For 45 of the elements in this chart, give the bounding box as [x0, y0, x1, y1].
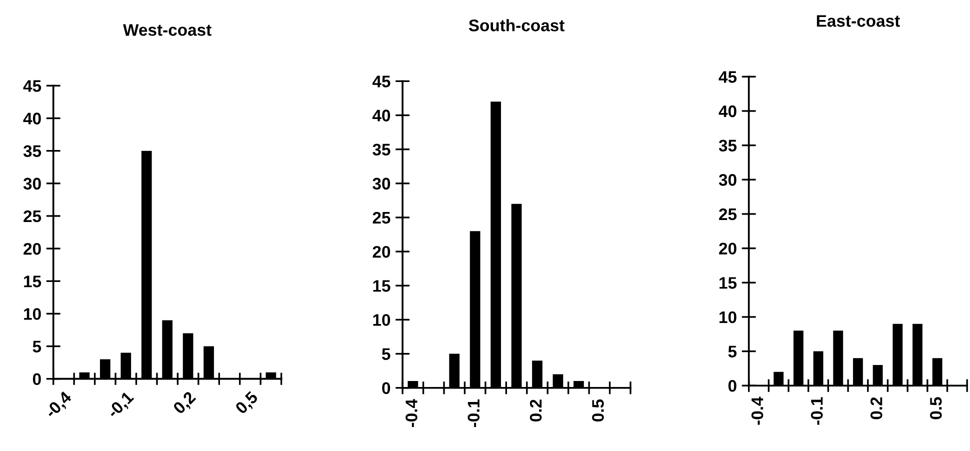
- x-tick-label: -0.4: [406, 399, 418, 428]
- x-tick-label: 0,2: [172, 390, 198, 416]
- y-tick-label: 45: [718, 71, 737, 83]
- y-tick-label: 45: [372, 76, 390, 88]
- y-tick-label: 0: [32, 373, 41, 386]
- x-tick-label: -0,1: [106, 390, 136, 420]
- x-tick-label: 0,5: [234, 390, 260, 416]
- x-tick-label: -0.1: [810, 397, 823, 425]
- y-tick-label: 0: [728, 380, 736, 392]
- y-tick-label: 10: [24, 308, 41, 320]
- y-tick-label: 0: [382, 382, 390, 394]
- y-tick-label: 5: [32, 340, 42, 352]
- y-tick-label: 40: [718, 105, 736, 118]
- x-tick-label: -0,4: [44, 390, 74, 420]
- y-tick-label: 10: [720, 311, 736, 324]
- y-tick-label: 5: [728, 346, 737, 358]
- x-tick-label: 0.5: [930, 397, 942, 420]
- x-tick-label: -0.1: [468, 399, 480, 428]
- y-tick-label: 20: [24, 242, 41, 255]
- y-tick-label: 35: [372, 144, 390, 156]
- y-tick-label: 45: [23, 80, 42, 92]
- y-tick-label: 20: [719, 242, 736, 255]
- chart-title: East-coast: [816, 15, 900, 27]
- y-tick-label: 25: [719, 208, 737, 220]
- y-tick-label: 15: [373, 280, 390, 292]
- y-tick-label: 25: [372, 212, 390, 224]
- x-tick-label: 0.2: [530, 400, 542, 422]
- y-tick-label: 30: [372, 178, 390, 190]
- y-tick-label: 40: [372, 110, 390, 122]
- y-tick-label: 35: [23, 145, 42, 158]
- chart-title: West-coast: [123, 24, 212, 36]
- y-tick-label: 30: [23, 178, 41, 190]
- x-tick-label: 0.5: [592, 399, 604, 422]
- y-tick-label: 10: [373, 314, 390, 326]
- y-tick-label: 20: [372, 246, 390, 258]
- y-tick-label: 25: [24, 210, 42, 222]
- y-tick-label: 30: [718, 174, 736, 186]
- y-tick-label: 40: [23, 112, 41, 124]
- x-tick-label: -0.4: [751, 396, 764, 425]
- y-tick-label: 5: [382, 348, 390, 360]
- y-tick-label: 15: [24, 276, 42, 288]
- chart-title: South-coast: [468, 19, 564, 32]
- y-tick-label: 35: [718, 140, 737, 152]
- x-tick-label: 0.2: [870, 397, 882, 420]
- y-tick-label: 15: [720, 277, 737, 289]
